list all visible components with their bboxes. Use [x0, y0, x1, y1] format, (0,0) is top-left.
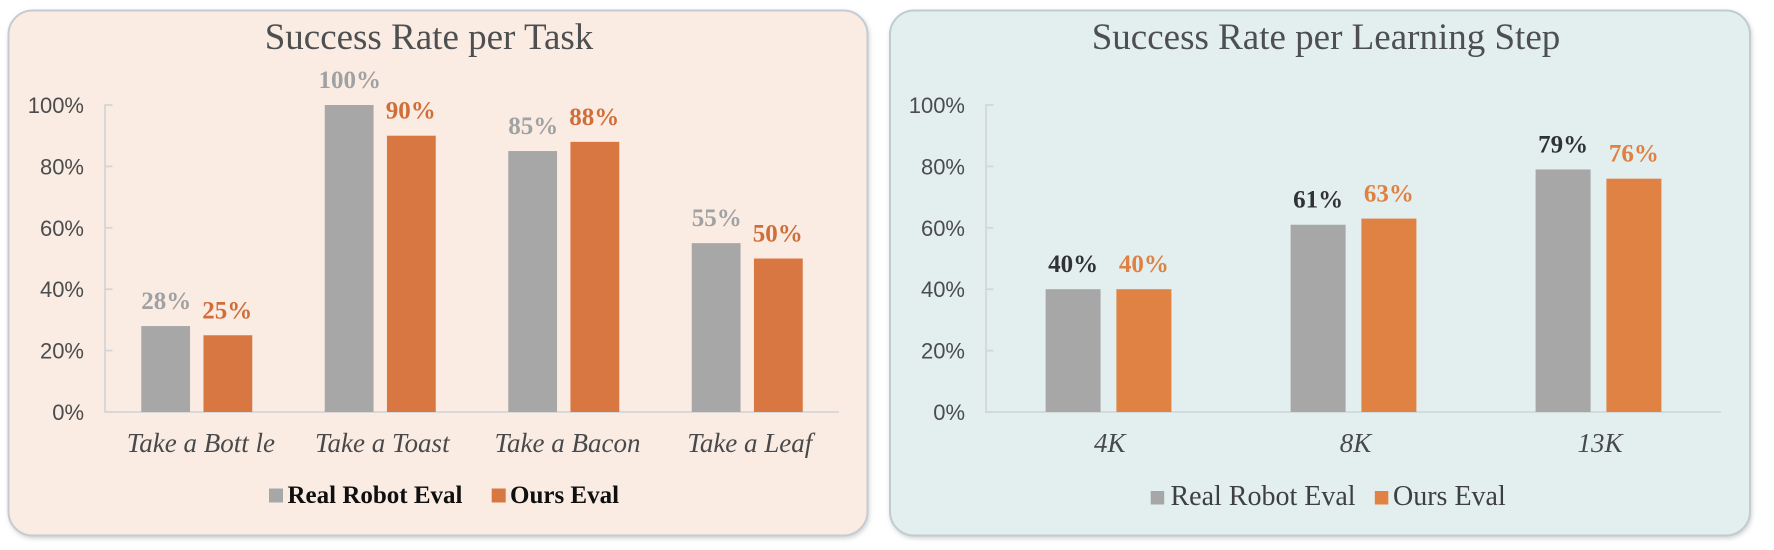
- svg-text:0%: 0%: [52, 400, 84, 425]
- svg-text:63%: 63%: [1364, 181, 1414, 208]
- svg-text:88%: 88%: [569, 104, 619, 131]
- svg-text:Real Robot Eval: Real Robot Eval: [1171, 481, 1356, 512]
- svg-text:76%: 76%: [1609, 141, 1659, 168]
- svg-text:Take a Leaf: Take a Leaf: [687, 428, 816, 458]
- svg-text:Ours Eval: Ours Eval: [1393, 481, 1506, 512]
- svg-text:40%: 40%: [1048, 251, 1098, 278]
- svg-text:90%: 90%: [386, 98, 436, 125]
- svg-text:Take a Toast: Take a Toast: [315, 428, 451, 458]
- svg-text:60%: 60%: [40, 216, 84, 241]
- svg-text:40%: 40%: [921, 277, 965, 302]
- svg-text:8K: 8K: [1340, 428, 1374, 458]
- svg-text:50%: 50%: [753, 221, 803, 248]
- svg-text:20%: 20%: [40, 339, 84, 364]
- svg-text:28%: 28%: [141, 288, 191, 315]
- svg-text:Real Robot Eval: Real Robot Eval: [288, 482, 463, 509]
- svg-text:61%: 61%: [1293, 187, 1343, 214]
- svg-text:4K: 4K: [1094, 428, 1128, 458]
- svg-text:100%: 100%: [28, 93, 84, 118]
- svg-text:80%: 80%: [40, 154, 84, 179]
- svg-text:100%: 100%: [909, 93, 965, 118]
- svg-text:25%: 25%: [202, 297, 252, 324]
- svg-text:40%: 40%: [40, 277, 84, 302]
- svg-text:13K: 13K: [1577, 428, 1624, 458]
- svg-text:Take a Bacon: Take a Bacon: [495, 428, 641, 458]
- svg-text:20%: 20%: [921, 339, 965, 364]
- svg-text:Take a Bott le: Take a Bott le: [127, 428, 275, 458]
- svg-text:55%: 55%: [692, 205, 742, 232]
- svg-text:Ours Eval: Ours Eval: [510, 482, 619, 509]
- svg-text:85%: 85%: [508, 113, 558, 140]
- svg-text:Success Rate per Task: Success Rate per Task: [265, 17, 594, 58]
- svg-text:0%: 0%: [933, 400, 965, 425]
- svg-text:Success Rate per Learning Step: Success Rate per Learning Step: [1092, 17, 1561, 58]
- svg-text:79%: 79%: [1538, 132, 1588, 159]
- svg-text:60%: 60%: [921, 216, 965, 241]
- svg-text:40%: 40%: [1119, 251, 1169, 278]
- svg-text:80%: 80%: [921, 154, 965, 179]
- svg-text:100%: 100%: [319, 67, 382, 94]
